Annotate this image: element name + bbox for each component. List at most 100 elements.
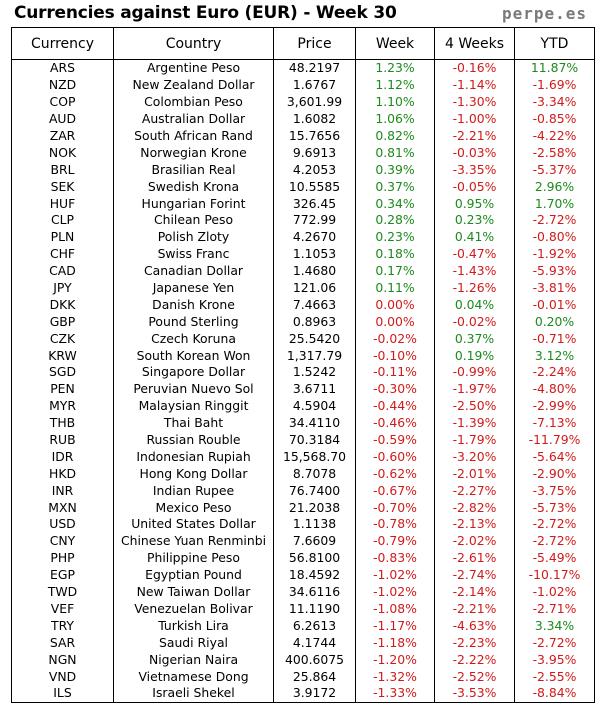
country-cell: Malaysian Ringgit (113, 397, 274, 415)
table-row: ILS Israeli Shekel 3.9172 -1.33% -3.53% -8.84… (11, 684, 595, 703)
ytd-change-cell: -0.71% (514, 330, 595, 348)
price-cell: 76.7400 (273, 482, 356, 500)
country-cell: Argentine Peso (113, 59, 274, 77)
price-cell: 11.1190 (273, 600, 356, 618)
currency-code-cell: SEK (11, 178, 114, 196)
price-cell: 21.2038 (273, 499, 356, 517)
currency-code-cell: PHP (11, 549, 114, 567)
table-row: HUF Hungarian Forint 326.45 0.34% 0.95% 1.70% (11, 195, 595, 213)
week-change-cell: 0.17% (355, 262, 435, 280)
currency-code-cell: NZD (11, 76, 114, 94)
price-cell: 400.6075 (273, 651, 356, 669)
four-weeks-change-cell: -2.82% (434, 499, 515, 517)
ytd-change-cell: -2.72% (514, 516, 595, 533)
ytd-change-cell: 2.96% (514, 178, 595, 196)
ytd-change-cell: -3.81% (514, 279, 595, 297)
table-row: JPY Japanese Yen 121.06 0.11% -1.26% -3.81% (11, 279, 595, 297)
country-cell: Polish Zloty (113, 228, 274, 246)
price-cell: 326.45 (273, 195, 356, 213)
ytd-change-cell: -3.34% (514, 93, 595, 111)
four-weeks-change-cell: -2.21% (434, 127, 515, 145)
currency-code-cell: NGN (11, 651, 114, 669)
currency-code-cell: MXN (11, 499, 114, 517)
country-cell: Nigerian Naira (113, 651, 274, 669)
week-change-cell: -1.17% (355, 617, 435, 635)
price-cell: 8.7078 (273, 465, 356, 483)
ytd-change-cell: 3.12% (514, 347, 595, 365)
country-cell: United States Dollar (113, 516, 274, 533)
country-cell: Russian Rouble (113, 431, 274, 449)
ytd-change-cell: -1.69% (514, 76, 595, 94)
currency-code-cell: CHF (11, 245, 114, 263)
ytd-change-cell: -5.64% (514, 448, 595, 466)
four-weeks-change-cell: -2.61% (434, 549, 515, 567)
currency-table: Currency Country Price Week 4 Weeks YTD … (11, 27, 595, 703)
country-cell: Japanese Yen (113, 279, 274, 297)
currency-code-cell: VND (11, 668, 114, 685)
table-row: AUD Australian Dollar 1.6082 1.06% -1.00% -0.… (11, 110, 595, 128)
price-cell: 15.7656 (273, 127, 356, 145)
ytd-change-cell: -5.49% (514, 549, 595, 567)
ytd-change-cell: -2.71% (514, 600, 595, 618)
week-change-cell: 0.11% (355, 279, 435, 297)
table-row: ZAR South African Rand 15.7656 0.82% -2.21% -… (11, 127, 595, 145)
page-header: Currencies against Euro (EUR) - Week 30 … (0, 0, 604, 27)
country-cell: Hong Kong Dollar (113, 465, 274, 483)
ytd-change-cell: -2.72% (514, 532, 595, 550)
ytd-change-cell: -2.90% (514, 465, 595, 483)
table-row: VEF Venezuelan Bolivar 11.1190 -1.08% -2.21%… (11, 600, 595, 618)
four-weeks-change-cell: -0.05% (434, 178, 515, 196)
week-change-cell: -0.67% (355, 482, 435, 500)
four-weeks-change-cell: 0.41% (434, 228, 515, 246)
ytd-change-cell: -5.37% (514, 161, 595, 179)
currency-code-cell: PLN (11, 228, 114, 246)
table-row: HKD Hong Kong Dollar 8.7078 -0.62% -2.01% -2.… (11, 465, 595, 483)
four-weeks-change-cell: -2.22% (434, 651, 515, 669)
four-weeks-change-cell: -2.23% (434, 634, 515, 652)
country-cell: Swedish Krona (113, 178, 274, 196)
week-change-cell: -0.02% (355, 330, 435, 348)
currency-code-cell: ARS (11, 59, 114, 77)
four-weeks-change-cell: 0.37% (434, 330, 515, 348)
price-cell: 0.8963 (273, 313, 356, 331)
price-cell: 1,317.79 (273, 347, 356, 365)
ytd-change-cell: -5.73% (514, 499, 595, 517)
four-weeks-change-cell: -1.30% (434, 93, 515, 111)
price-cell: 25.864 (273, 668, 356, 685)
week-change-cell: -1.08% (355, 600, 435, 618)
four-weeks-change-cell: -2.14% (434, 583, 515, 601)
country-cell: New Taiwan Dollar (113, 583, 274, 601)
country-cell: Indian Rupee (113, 482, 274, 500)
price-cell: 10.5585 (273, 178, 356, 196)
price-cell: 1.6767 (273, 76, 356, 94)
currency-code-cell: NOK (11, 144, 114, 162)
ytd-change-cell: -2.72% (514, 634, 595, 652)
country-cell: Thai Baht (113, 414, 274, 432)
week-change-cell: -0.46% (355, 414, 435, 432)
price-cell: 1.5242 (273, 364, 356, 381)
four-weeks-change-cell: -0.99% (434, 364, 515, 381)
four-weeks-change-cell: -0.03% (434, 144, 515, 162)
price-cell: 121.06 (273, 279, 356, 297)
currency-code-cell: GBP (11, 313, 114, 331)
four-weeks-change-cell: -2.52% (434, 668, 515, 685)
country-cell: Israeli Shekel (113, 684, 274, 703)
four-weeks-change-cell: -1.00% (434, 110, 515, 128)
table-row: VND Vietnamese Dong 25.864 -1.32% -2.52% -2.5… (11, 668, 595, 685)
table-row: INR Indian Rupee 76.7400 -0.67% -2.27% -3.75% (11, 482, 595, 500)
table-row: NZD New Zealand Dollar 1.6767 1.12% -1.14% -1… (11, 76, 595, 94)
four-weeks-change-cell: -2.27% (434, 482, 515, 500)
currency-code-cell: INR (11, 482, 114, 500)
price-cell: 70.3184 (273, 431, 356, 449)
four-weeks-change-cell: -2.01% (434, 465, 515, 483)
four-weeks-change-cell: 0.23% (434, 212, 515, 229)
country-cell: Chinese Yuan Renminbi (113, 532, 274, 550)
ytd-change-cell: -2.58% (514, 144, 595, 162)
four-weeks-change-cell: -2.50% (434, 397, 515, 415)
table-row: KRW South Korean Won 1,317.79 -0.10% 0.19% 3.… (11, 347, 595, 365)
four-weeks-change-cell: -3.53% (434, 684, 515, 703)
week-change-cell: -0.59% (355, 431, 435, 449)
country-cell: Venezuelan Bolivar (113, 600, 274, 618)
week-change-cell: 1.12% (355, 76, 435, 94)
table-row: THB Thai Baht 34.4110 -0.46% -1.39% -7.13% (11, 414, 595, 432)
